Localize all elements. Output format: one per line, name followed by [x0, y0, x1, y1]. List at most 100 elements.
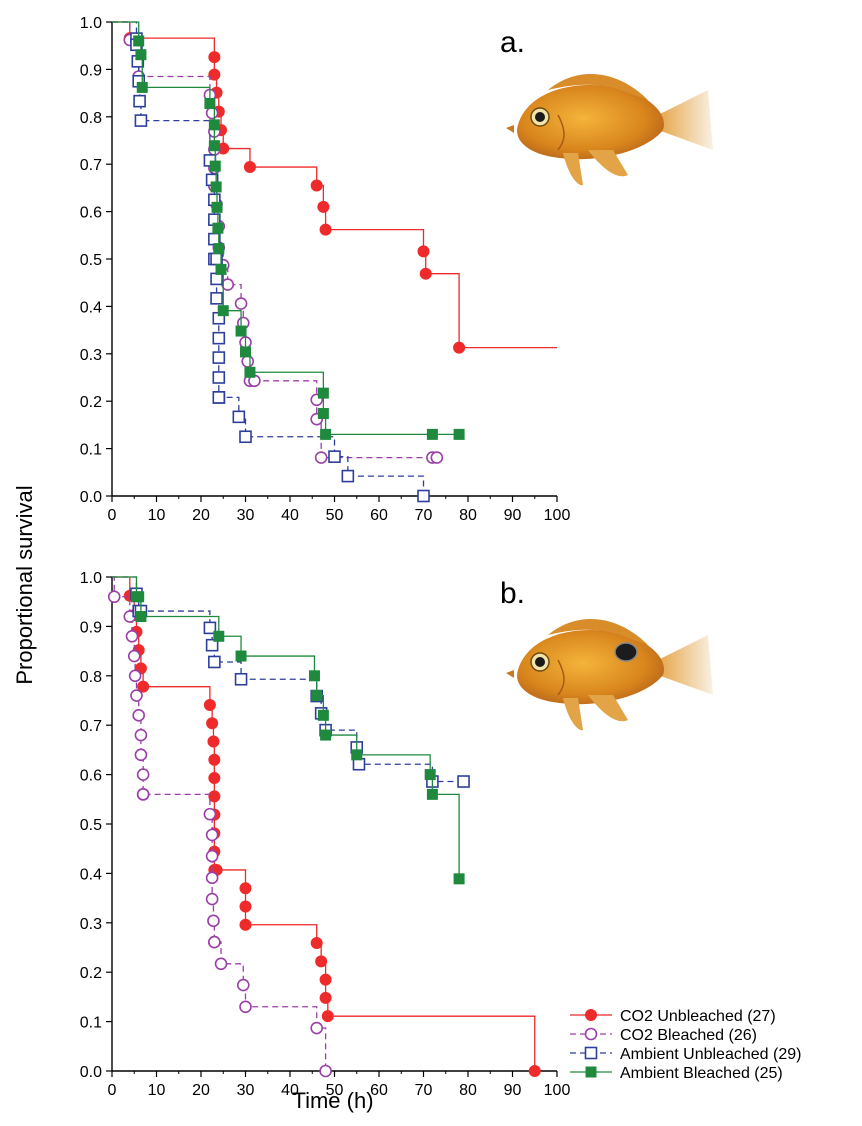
data-point [134, 114, 148, 127]
data-point [319, 973, 332, 986]
data-point [205, 106, 219, 120]
data-point [430, 451, 444, 464]
legend-item-co2-bleached: CO2 Bleached (26) [570, 1027, 757, 1044]
data-point [239, 882, 252, 895]
legend-marker [584, 1027, 598, 1041]
y-tick-label: 0.5 [80, 252, 102, 269]
panel-b: 0 10 20 30 40 50 60 70 80 90 100 0.0 0.1 0.2 0.3 0.4 0.5… [80, 570, 713, 1099]
data-point [203, 621, 217, 635]
y-tick-label: 0.6 [80, 205, 102, 222]
data-point [204, 98, 216, 110]
x-tick-label: 70 [415, 1082, 433, 1099]
x-tick-label: 100 [544, 1082, 571, 1099]
data-point [528, 1065, 541, 1077]
series-co2-unbleached [112, 21, 557, 354]
y-tick-label: 0.2 [80, 965, 102, 982]
data-point [236, 978, 250, 992]
data-point [133, 591, 145, 603]
data-point [310, 1021, 324, 1035]
data-point [234, 672, 248, 686]
legend-marker [585, 1009, 597, 1021]
x-tick-label: 30 [237, 507, 255, 524]
data-point [212, 371, 226, 384]
data-point [208, 790, 221, 803]
data-point [135, 49, 147, 61]
y-tick-label: 0.9 [80, 62, 102, 79]
data-point [243, 161, 256, 174]
data-point [234, 297, 248, 310]
data-point [239, 900, 252, 913]
data-point [319, 1064, 332, 1078]
data-point [352, 757, 366, 771]
y-tick-label: 0.3 [80, 347, 102, 364]
legend-item-ambient-bleached: Ambient Bleached (25) [570, 1065, 783, 1082]
data-point [351, 749, 363, 761]
data-point [314, 451, 328, 464]
data-point [206, 717, 219, 730]
data-point [317, 200, 330, 213]
data-point [134, 748, 148, 762]
series-ambient-unbleached [112, 576, 470, 788]
y-tick-label: 0.0 [80, 489, 102, 506]
series-line [112, 21, 460, 436]
y-tick-label: 0.0 [80, 1064, 102, 1081]
data-point [453, 428, 465, 440]
series-co2-unbleached [112, 576, 541, 1077]
legend-label: CO2 Unbleached (27) [620, 1008, 776, 1025]
data-point [208, 68, 221, 81]
x-tick-label: 40 [281, 507, 299, 524]
x-tick-label: 60 [370, 507, 388, 524]
data-point [319, 223, 332, 236]
series-line [112, 21, 425, 496]
y-tick-label: 0.1 [80, 1015, 102, 1032]
data-point [203, 698, 216, 711]
data-point [239, 1000, 252, 1014]
series-line [112, 576, 464, 783]
x-tick-label: 0 [108, 1082, 117, 1099]
data-point [244, 366, 256, 378]
data-point [426, 788, 438, 800]
data-point [341, 469, 355, 483]
y-tick-label: 0.4 [80, 299, 102, 316]
data-point [205, 638, 219, 652]
data-point [213, 243, 225, 255]
data-point [308, 670, 320, 682]
data-point [212, 222, 224, 234]
y-tick-label: 0.8 [80, 110, 102, 127]
series-line [112, 21, 557, 349]
x-tick-label: 80 [459, 507, 477, 524]
y-tick-label: 0.3 [80, 916, 102, 933]
y-tick-label: 0.8 [80, 669, 102, 686]
data-point [210, 292, 223, 305]
x-tick-label: 10 [148, 1082, 166, 1099]
x-tick-label: 20 [192, 507, 210, 524]
y-tick-label: 0.5 [80, 817, 102, 834]
data-point [207, 914, 220, 928]
data-point [205, 892, 219, 906]
x-axis-title: Time (h) [292, 1088, 373, 1113]
data-point [319, 991, 332, 1004]
y-tick-label: 0.6 [80, 768, 102, 785]
x-tick-label: 90 [504, 1082, 522, 1099]
data-point [310, 179, 323, 192]
data-point [213, 630, 225, 642]
data-point [136, 788, 150, 801]
y-axis-title: Proportional survival [12, 485, 37, 684]
data-point [132, 709, 145, 722]
data-point [133, 35, 145, 47]
data-point [328, 450, 341, 463]
x-tick-label: 30 [237, 1082, 255, 1099]
data-point [208, 753, 221, 766]
data-point [205, 871, 219, 885]
data-point [320, 428, 332, 440]
series-ambient-bleached [112, 21, 465, 440]
data-point [210, 181, 222, 193]
data-point [241, 355, 255, 368]
legend-item-ambient-unbleached: Ambient Unbleached (29) [570, 1046, 801, 1063]
data-point [320, 729, 332, 741]
x-tick-label: 50 [326, 1082, 344, 1099]
legend-marker [585, 1066, 597, 1078]
data-point [239, 918, 252, 931]
data-point [417, 489, 430, 503]
x-tick-label: 70 [415, 507, 433, 524]
